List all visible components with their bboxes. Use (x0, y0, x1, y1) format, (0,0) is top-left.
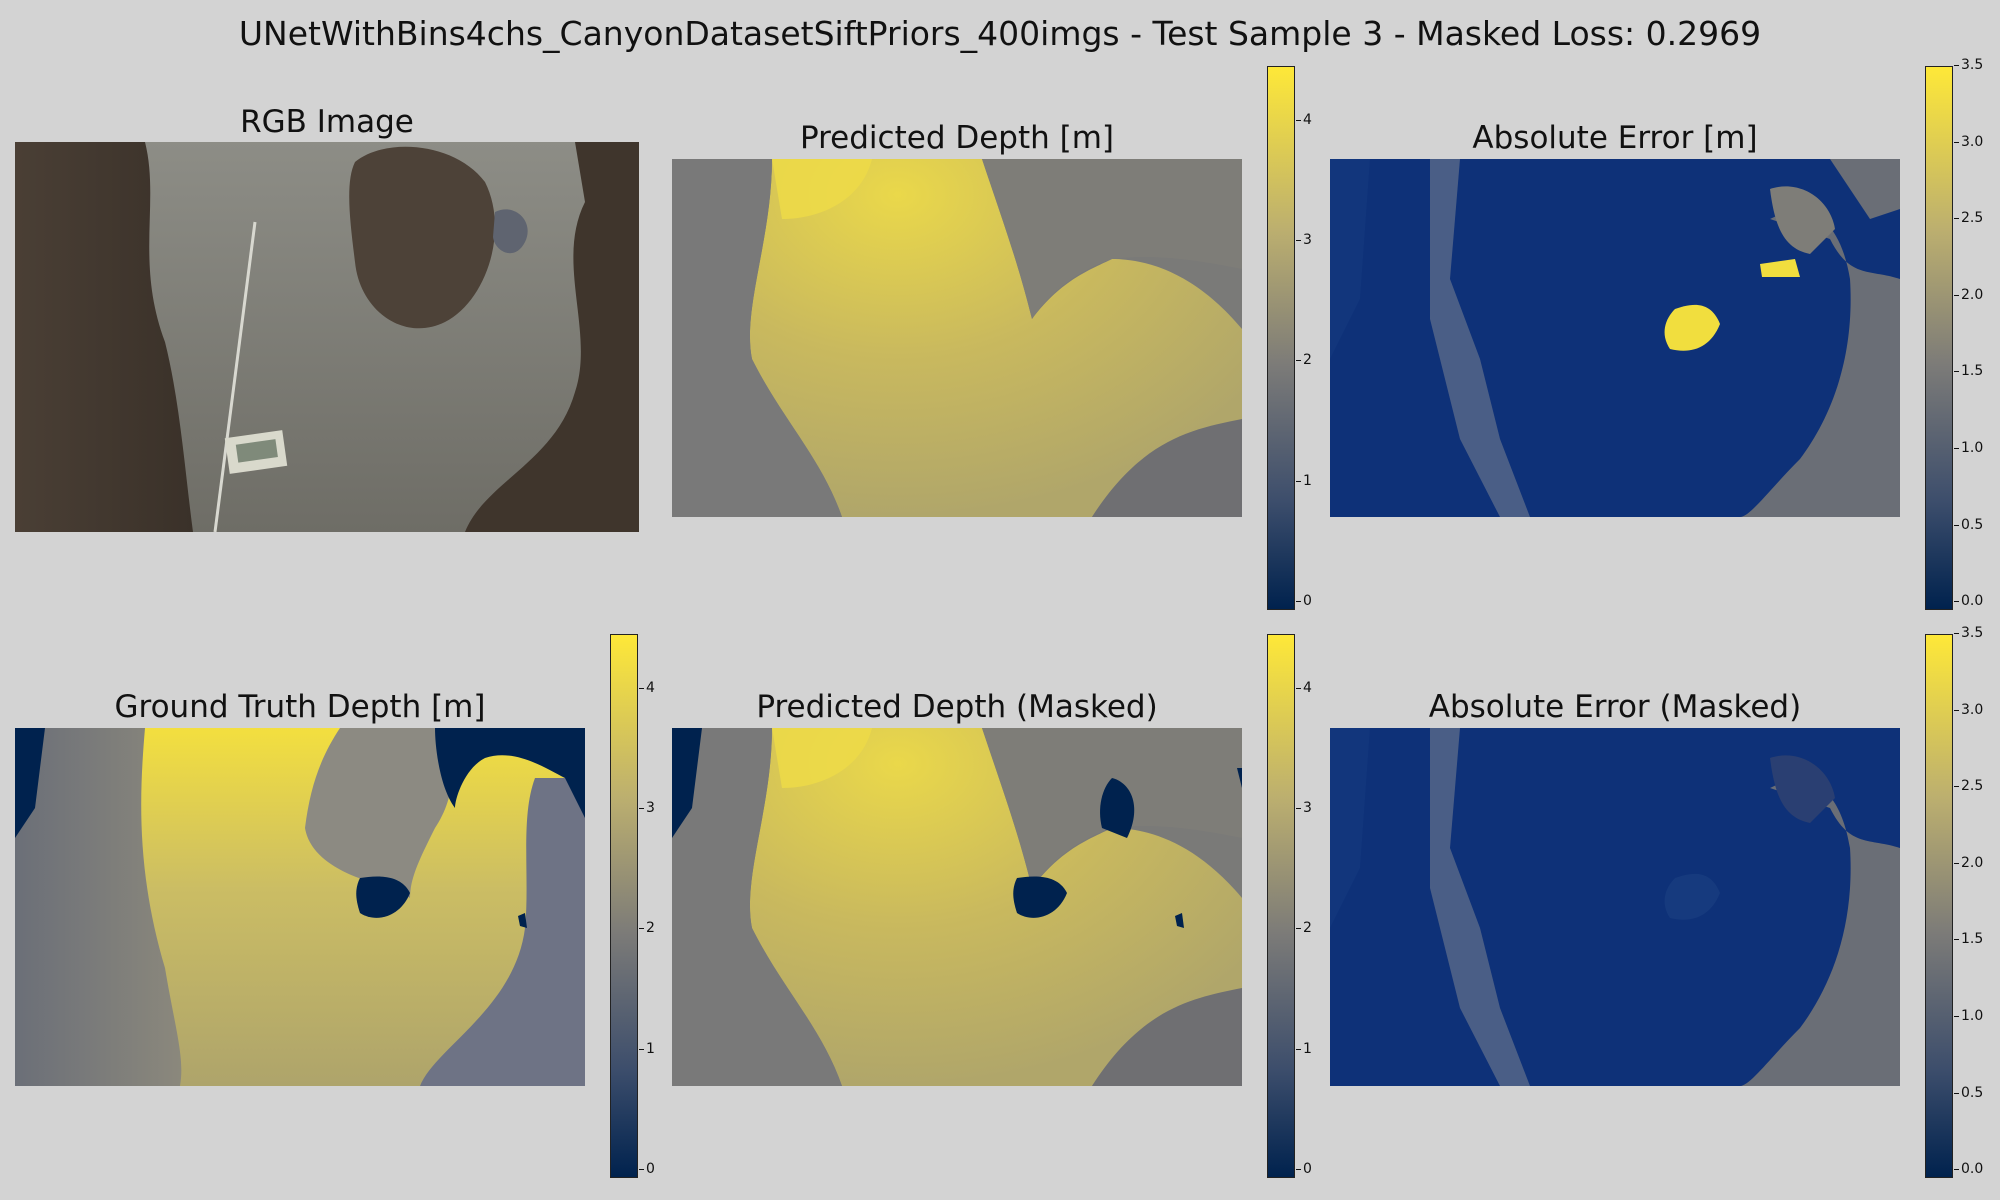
pred-masked-cbar-tick-1: 1 (1303, 1041, 1312, 1057)
gt-colorbar (610, 634, 638, 1178)
abs-error-heatmap (1330, 159, 1900, 517)
err-cbar-tick-1: 0.5 (1961, 517, 1984, 533)
pred-cbar-tick-1: 1 (1303, 473, 1312, 489)
pred-colorbar (1267, 66, 1295, 610)
pred-masked-colorbar (1267, 634, 1295, 1178)
err-masked-panel-title: Absolute Error (Masked) (1428, 689, 1802, 725)
pred-masked-colorbar-ticks: 0 1 2 3 4 (1296, 634, 1343, 1178)
err-masked-cbar-tick-0: 0.0 (1961, 1161, 1984, 1177)
pred-cbar-tick-2: 2 (1303, 352, 1312, 368)
gt-cbar-tick-0: 0 (646, 1161, 655, 1177)
pred-masked-cbar-tick-0: 0 (1303, 1161, 1312, 1177)
err-masked-cbar-tick-1: 0.5 (1961, 1085, 1984, 1101)
pred-masked-cbar-tick-3: 3 (1303, 800, 1312, 816)
gt-cbar-tick-4: 4 (646, 680, 655, 696)
err-masked-colorbar (1925, 634, 1953, 1178)
pred-masked-panel-title: Predicted Depth (Masked) (756, 689, 1158, 725)
err-cbar-tick-0: 0.0 (1961, 593, 1984, 609)
err-masked-colorbar-ticks: 0.0 0.5 1.0 1.5 2.0 2.5 3.0 3.5 (1954, 625, 2000, 1178)
pred-masked-cbar-tick-4: 4 (1303, 680, 1312, 696)
err-cbar-tick-5: 2.5 (1961, 210, 1984, 226)
gt-cbar-tick-2: 2 (646, 920, 655, 936)
err-cbar-tick-6: 3.0 (1961, 134, 1984, 150)
rgb-image (15, 142, 639, 532)
gt-depth-heatmap (15, 728, 585, 1086)
err-masked-cbar-tick-3: 1.5 (1961, 931, 1984, 947)
pred-cbar-tick-0: 0 (1303, 593, 1312, 609)
err-cbar-tick-3: 1.5 (1961, 363, 1984, 379)
err-cbar-tick-4: 2.0 (1961, 287, 1984, 303)
figure-title: UNetWithBins4chs_CanyonDatasetSiftPriors… (238, 14, 1762, 53)
err-masked-cbar-tick-7: 3.5 (1961, 625, 1984, 641)
pred-cbar-tick-3: 3 (1303, 232, 1312, 248)
gt-cbar-tick-1: 1 (646, 1041, 655, 1057)
pred-masked-cbar-tick-2: 2 (1303, 920, 1312, 936)
pred-panel-title: Predicted Depth [m] (799, 120, 1115, 156)
err-cbar-tick-2: 1.0 (1961, 440, 1984, 456)
err-masked-heatmap (1330, 728, 1900, 1086)
pred-cbar-tick-4: 4 (1303, 112, 1312, 128)
err-panel-title: Absolute Error [m] (1472, 120, 1758, 156)
pred-depth-heatmap (672, 159, 1242, 517)
err-masked-cbar-tick-5: 2.5 (1961, 778, 1984, 794)
err-colorbar-ticks: 0.0 0.5 1.0 1.5 2.0 2.5 3.0 3.5 (1954, 57, 2000, 610)
rgb-panel-title: RGB Image (240, 104, 414, 140)
err-masked-cbar-tick-4: 2.0 (1961, 855, 1984, 871)
err-colorbar (1925, 66, 1953, 610)
gt-panel-title: Ground Truth Depth [m] (114, 689, 486, 725)
err-cbar-tick-7: 3.5 (1961, 57, 1984, 73)
pred-masked-heatmap (672, 728, 1242, 1086)
err-masked-cbar-tick-2: 1.0 (1961, 1008, 1984, 1024)
gt-cbar-tick-3: 3 (646, 800, 655, 816)
pred-colorbar-ticks: 0 1 2 3 4 (1296, 66, 1343, 610)
err-masked-cbar-tick-6: 3.0 (1961, 702, 1984, 718)
gt-colorbar-ticks: 0 1 2 3 4 (639, 634, 686, 1178)
